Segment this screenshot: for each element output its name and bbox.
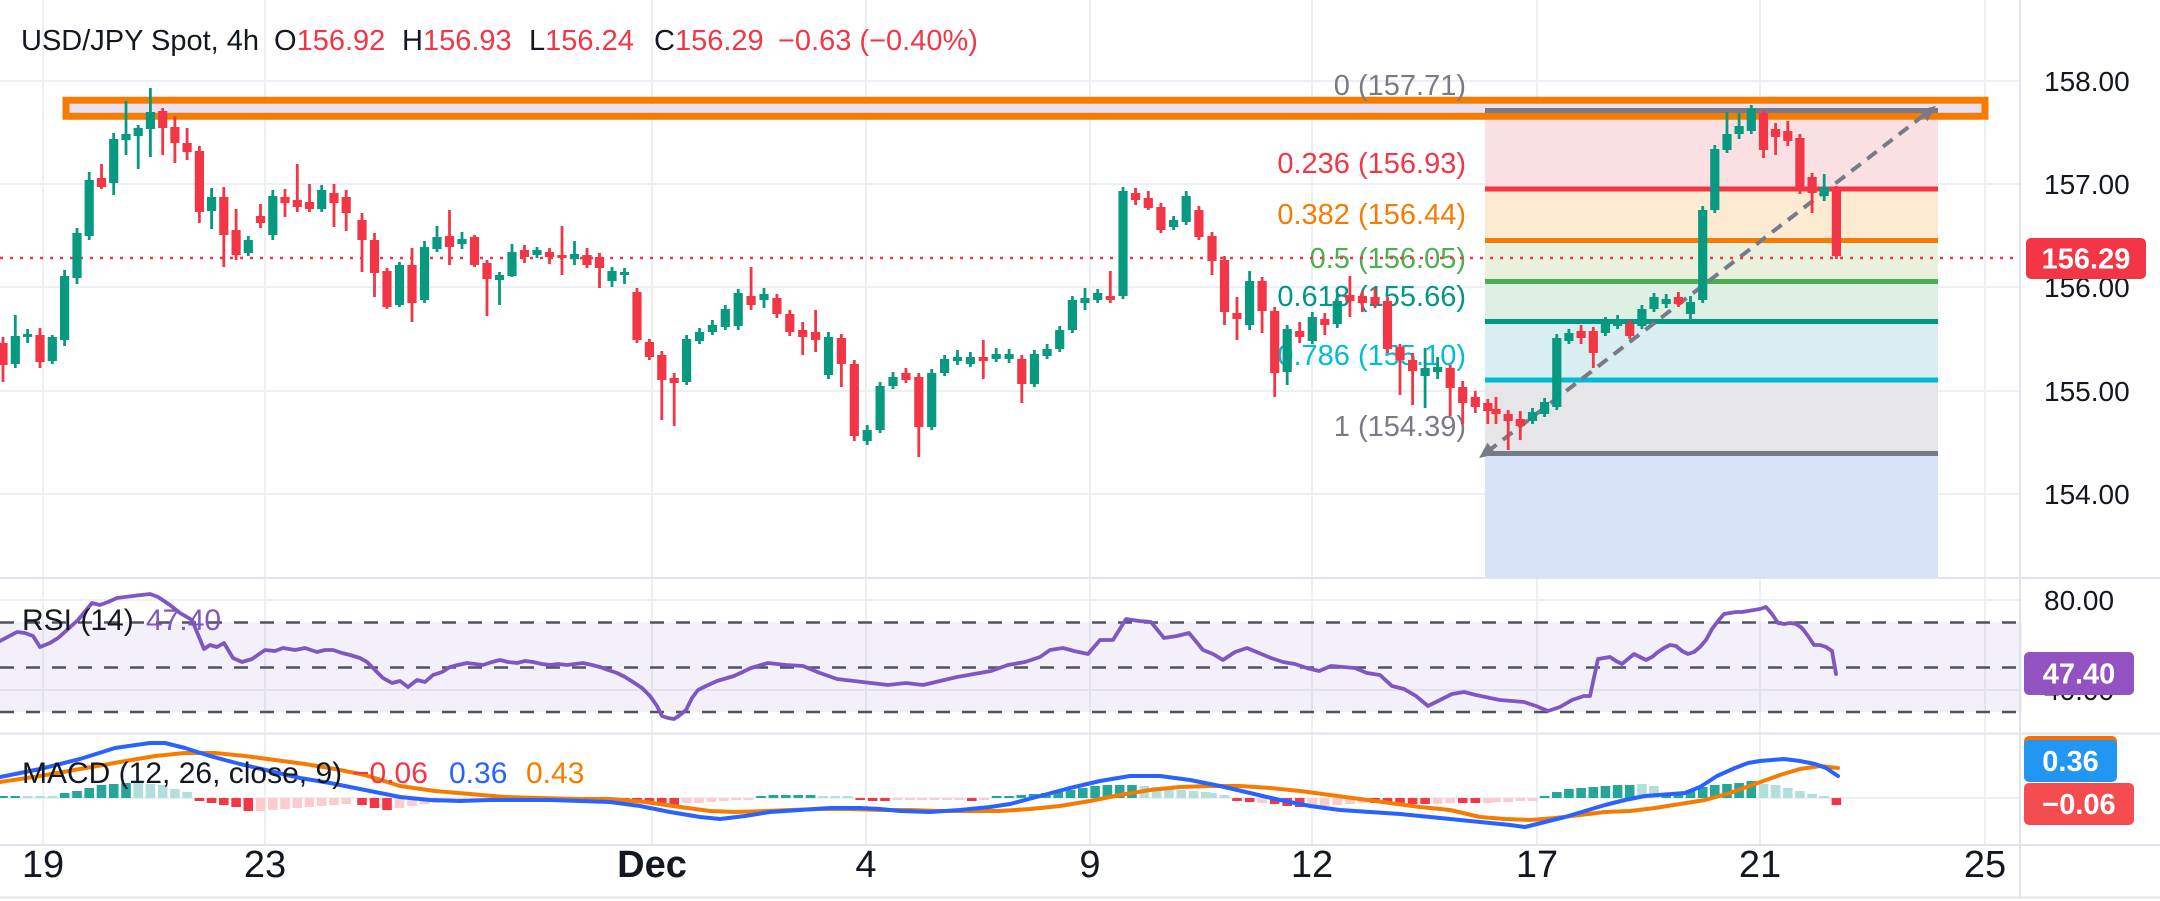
svg-text:25: 25 — [1964, 844, 2006, 886]
svg-text:9: 9 — [1079, 844, 1100, 886]
svg-text:−0.06: −0.06 — [352, 757, 428, 790]
svg-text:47.40: 47.40 — [146, 604, 221, 637]
svg-text:0 (157.71): 0 (157.71) — [1334, 70, 1466, 102]
svg-text:0.236 (156.93): 0.236 (156.93) — [1277, 148, 1466, 180]
svg-text:19: 19 — [22, 844, 64, 886]
svg-text:47.40: 47.40 — [2043, 659, 2116, 691]
svg-text:80.00: 80.00 — [2044, 585, 2114, 616]
svg-text:155.00: 155.00 — [2044, 376, 2130, 407]
svg-text:156.29: 156.29 — [2042, 244, 2131, 276]
svg-text:0.786 (155.10): 0.786 (155.10) — [1277, 340, 1466, 372]
svg-text:157.00: 157.00 — [2044, 169, 2130, 200]
svg-text:17: 17 — [1516, 844, 1558, 886]
svg-text:0.382 (156.44): 0.382 (156.44) — [1277, 199, 1466, 231]
svg-text:0.36: 0.36 — [449, 757, 507, 790]
svg-text:4: 4 — [855, 844, 876, 886]
svg-text:12: 12 — [1291, 844, 1333, 886]
svg-text:158.00: 158.00 — [2044, 66, 2130, 97]
svg-text:23: 23 — [244, 844, 286, 886]
svg-text:MACD (12, 26, close, 9): MACD (12, 26, close, 9) — [22, 757, 342, 790]
svg-text:154.00: 154.00 — [2044, 479, 2130, 510]
svg-text:RSI (14): RSI (14) — [22, 604, 134, 637]
svg-text:0.36: 0.36 — [2042, 746, 2098, 778]
svg-text:−0.06: −0.06 — [2042, 789, 2115, 821]
svg-text:21: 21 — [1739, 844, 1781, 886]
svg-text:1 (154.39): 1 (154.39) — [1334, 411, 1466, 443]
svg-text:Dec: Dec — [617, 844, 687, 886]
svg-text:0.43: 0.43 — [526, 757, 584, 790]
svg-text:0.5 (156.05): 0.5 (156.05) — [1310, 243, 1466, 275]
